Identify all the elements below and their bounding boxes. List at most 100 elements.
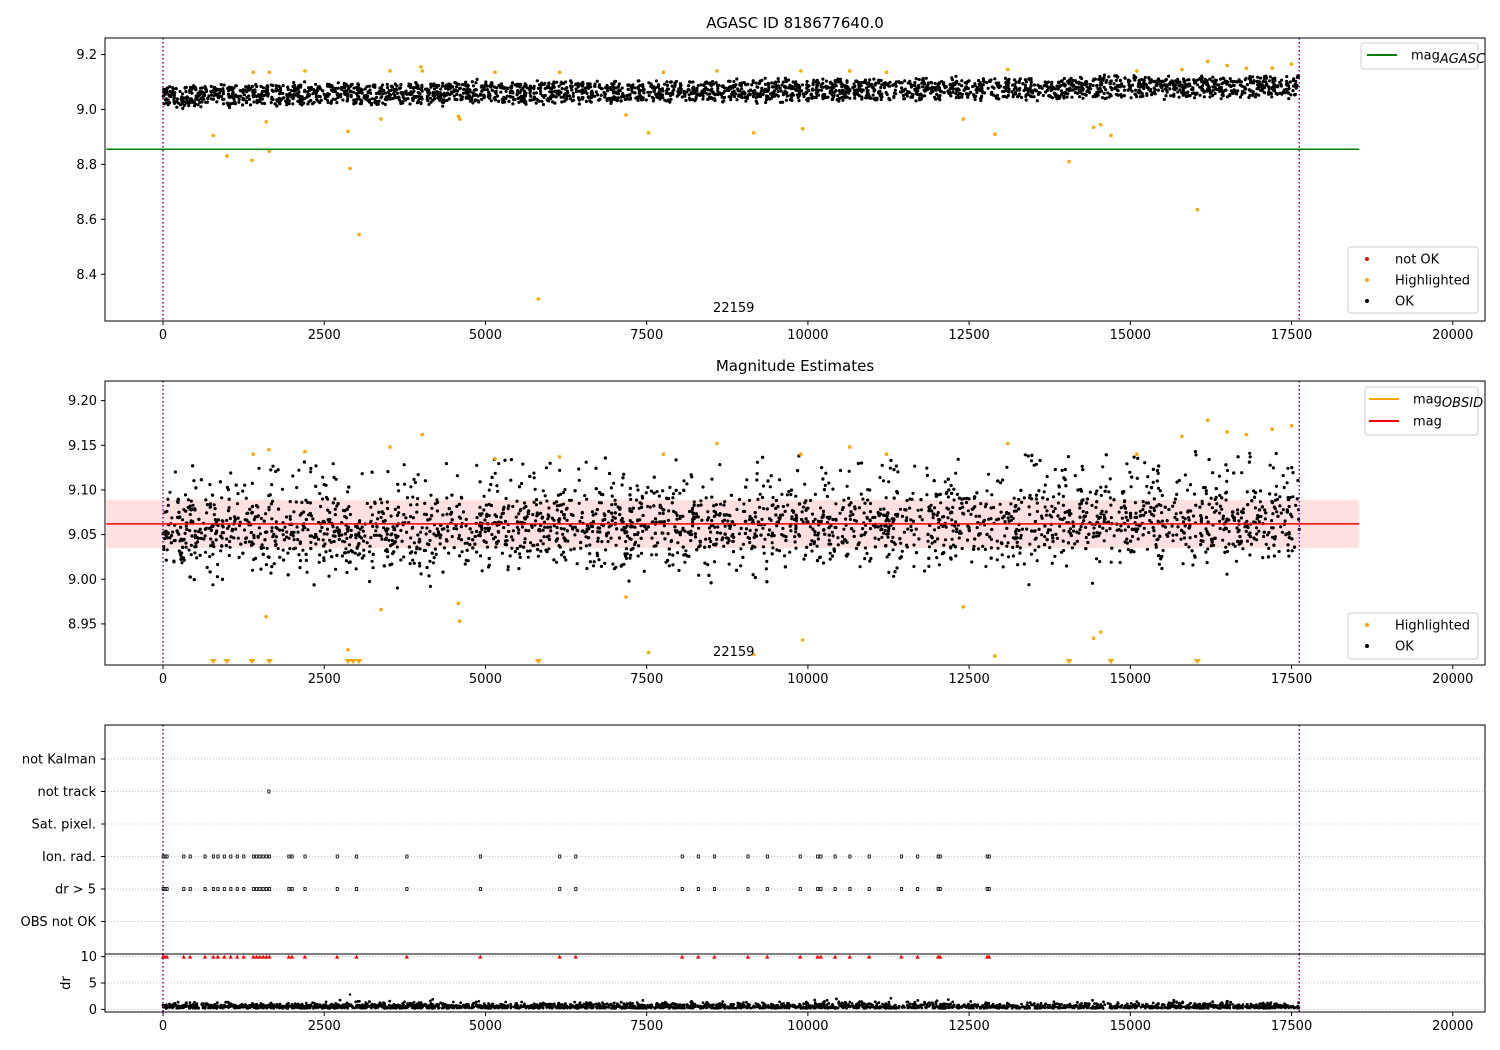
ok-point bbox=[287, 102, 291, 106]
ok-point bbox=[1238, 95, 1243, 99]
ok-point bbox=[559, 80, 563, 84]
ok-point bbox=[547, 547, 551, 551]
ok-point bbox=[164, 89, 169, 93]
ok-point bbox=[1143, 75, 1147, 80]
ok-point bbox=[616, 90, 620, 94]
ok-point bbox=[544, 466, 549, 470]
ok-point bbox=[532, 476, 536, 480]
ok-point bbox=[314, 82, 318, 86]
ok-point bbox=[578, 519, 582, 524]
ok-point bbox=[977, 82, 981, 87]
ok-point bbox=[434, 552, 438, 557]
ok-point bbox=[1236, 511, 1240, 516]
ok-point bbox=[1122, 500, 1127, 504]
ok-point bbox=[270, 97, 274, 101]
ok-point bbox=[1274, 493, 1278, 497]
ok-point bbox=[208, 502, 212, 506]
ok-point bbox=[221, 87, 225, 91]
ok-point bbox=[345, 570, 349, 575]
ok-point bbox=[854, 79, 858, 83]
ok-point bbox=[1005, 465, 1009, 469]
ok-point bbox=[577, 97, 581, 101]
highlighted-point bbox=[1244, 66, 1249, 70]
ok-point bbox=[706, 510, 710, 514]
ok-point bbox=[629, 84, 633, 89]
ok-point bbox=[262, 93, 266, 97]
ok-point bbox=[199, 86, 203, 90]
ok-point bbox=[289, 88, 294, 93]
ok-point bbox=[1274, 451, 1278, 456]
ok-point bbox=[547, 99, 551, 103]
ok-point bbox=[256, 514, 260, 518]
highlighted-point bbox=[751, 131, 756, 135]
ok-point bbox=[1170, 524, 1174, 528]
ok-point bbox=[1143, 461, 1147, 465]
highlighted-point bbox=[419, 65, 423, 69]
ok-point bbox=[379, 497, 383, 501]
ok-point bbox=[1218, 504, 1222, 508]
ok-point bbox=[739, 564, 743, 568]
ok-point bbox=[742, 90, 746, 94]
ok-point bbox=[641, 85, 645, 89]
ok-point bbox=[277, 96, 281, 100]
ok-point bbox=[470, 80, 474, 84]
ok-point bbox=[1211, 471, 1215, 475]
ok-point bbox=[1062, 529, 1066, 533]
ok-point bbox=[459, 525, 463, 529]
ok-point bbox=[382, 526, 386, 530]
ok-point bbox=[222, 102, 226, 106]
ok-point bbox=[755, 472, 759, 476]
ok-point bbox=[955, 530, 959, 534]
ok-point bbox=[892, 527, 896, 531]
ok-point bbox=[1092, 531, 1096, 535]
ok-point bbox=[999, 541, 1004, 545]
ok-point bbox=[452, 94, 456, 98]
ok-point bbox=[913, 464, 917, 468]
ok-point bbox=[771, 546, 775, 550]
ok-point bbox=[411, 86, 415, 90]
ok-point bbox=[374, 529, 378, 533]
ok-point bbox=[709, 539, 713, 544]
ok-point bbox=[761, 484, 766, 488]
ok-point bbox=[755, 85, 759, 89]
ok-point bbox=[384, 91, 388, 95]
ok-point bbox=[644, 98, 648, 102]
ok-point bbox=[570, 84, 574, 88]
ok-point bbox=[961, 511, 965, 515]
ok-point bbox=[764, 89, 768, 93]
ok-point bbox=[395, 545, 399, 549]
ok-point bbox=[894, 92, 898, 96]
ok-point bbox=[368, 84, 372, 88]
ok-point bbox=[281, 548, 285, 552]
ok-point bbox=[178, 89, 182, 94]
ok-point bbox=[1003, 520, 1007, 524]
ok-point bbox=[755, 91, 759, 95]
ok-point bbox=[951, 87, 955, 91]
ok-point bbox=[463, 562, 467, 566]
ok-point bbox=[335, 101, 339, 105]
ok-point bbox=[828, 81, 833, 85]
ok-point bbox=[559, 95, 563, 99]
ok-point bbox=[1204, 489, 1208, 493]
ok-point bbox=[521, 462, 525, 466]
ok-point bbox=[1217, 474, 1222, 478]
ok-point bbox=[991, 93, 996, 97]
ok-point bbox=[569, 548, 573, 552]
x-tick-label: 15000 bbox=[1110, 328, 1151, 343]
ok-point bbox=[995, 539, 999, 543]
ok-point bbox=[732, 95, 737, 99]
ok-point bbox=[800, 510, 804, 514]
ok-point bbox=[1080, 76, 1084, 81]
ok-point bbox=[286, 85, 290, 89]
ok-point bbox=[836, 543, 840, 547]
ok-point bbox=[1056, 94, 1060, 98]
ok-point bbox=[650, 536, 654, 540]
highlighted-point bbox=[250, 158, 254, 163]
ok-point bbox=[478, 554, 483, 558]
ok-point bbox=[844, 86, 848, 90]
ok-point bbox=[260, 101, 264, 105]
ok-point bbox=[1104, 510, 1108, 514]
ok-point bbox=[259, 567, 263, 571]
ok-point bbox=[621, 92, 625, 96]
ok-point bbox=[511, 102, 515, 106]
